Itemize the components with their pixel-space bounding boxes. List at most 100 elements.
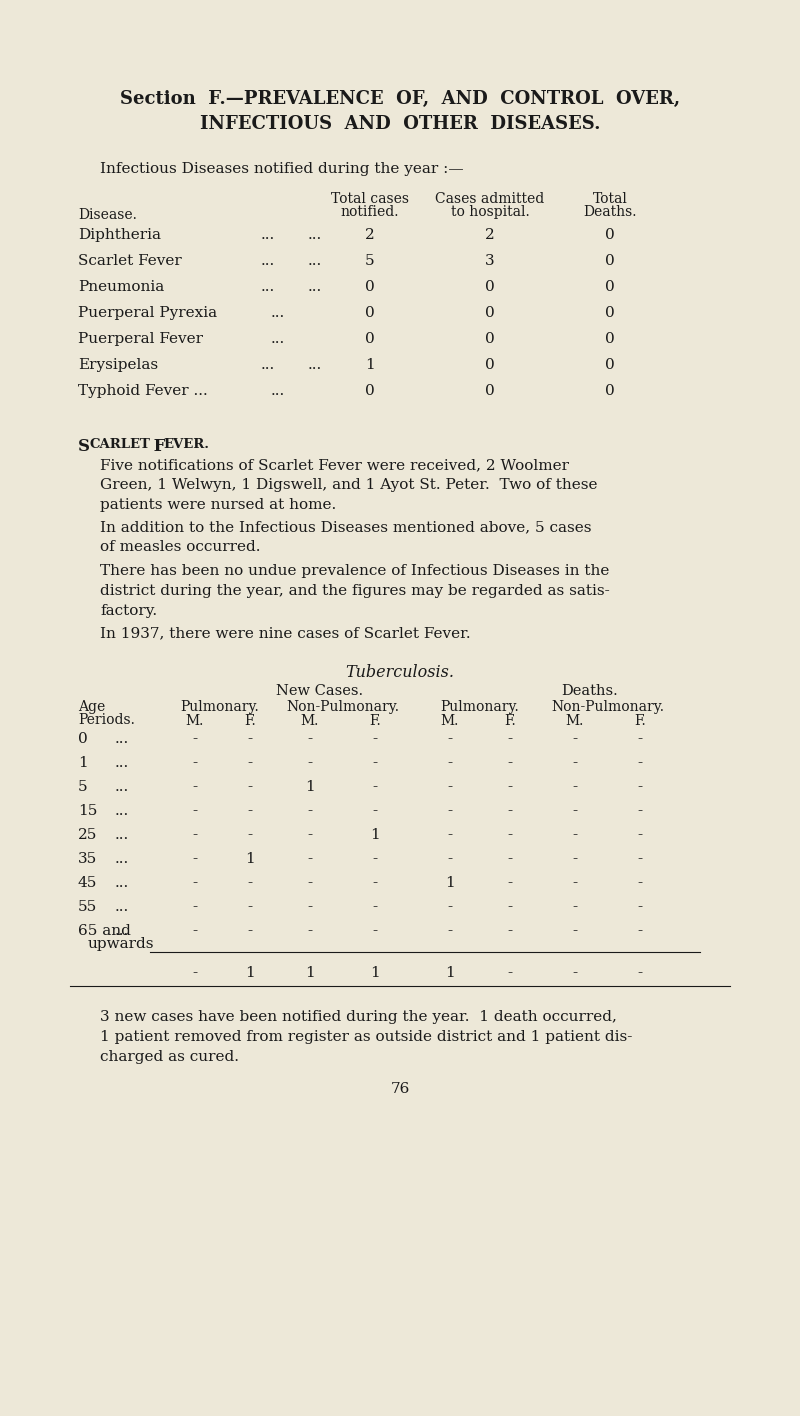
Text: 5: 5 <box>78 780 88 794</box>
Text: M.: M. <box>566 714 584 728</box>
Text: -: - <box>573 852 578 867</box>
Text: 0: 0 <box>485 306 495 320</box>
Text: F.: F. <box>634 714 646 728</box>
Text: Puerperal Pyrexia: Puerperal Pyrexia <box>78 306 217 320</box>
Text: -: - <box>638 828 642 843</box>
Text: -: - <box>507 877 513 891</box>
Text: 0: 0 <box>605 384 615 398</box>
Text: Puerperal Fever: Puerperal Fever <box>78 331 203 346</box>
Text: Pneumonia: Pneumonia <box>78 280 164 295</box>
Text: 0: 0 <box>605 358 615 372</box>
Text: -: - <box>307 756 313 770</box>
Text: 15: 15 <box>78 804 98 818</box>
Text: upwards: upwards <box>88 937 154 952</box>
Text: -: - <box>507 925 513 937</box>
Text: -: - <box>247 804 253 818</box>
Text: -: - <box>307 732 313 746</box>
Text: Deaths.: Deaths. <box>583 205 637 219</box>
Text: 0: 0 <box>365 331 375 346</box>
Text: -: - <box>507 780 513 794</box>
Text: Pulmonary.: Pulmonary. <box>441 700 519 714</box>
Text: -: - <box>447 804 453 818</box>
Text: 65 and: 65 and <box>78 925 131 937</box>
Text: -: - <box>638 732 642 746</box>
Text: -: - <box>373 852 378 867</box>
Text: ...: ... <box>308 253 322 268</box>
Text: -: - <box>307 901 313 913</box>
Text: -: - <box>507 966 513 980</box>
Text: -: - <box>307 804 313 818</box>
Text: 1: 1 <box>370 828 380 843</box>
Text: 1: 1 <box>365 358 375 372</box>
Text: Total cases: Total cases <box>331 193 409 205</box>
Text: -: - <box>373 901 378 913</box>
Text: ...: ... <box>261 253 275 268</box>
Text: 2: 2 <box>485 228 495 242</box>
Text: 0: 0 <box>605 280 615 295</box>
Text: Diphtheria: Diphtheria <box>78 228 161 242</box>
Text: -: - <box>447 756 453 770</box>
Text: 25: 25 <box>78 828 98 843</box>
Text: ...: ... <box>115 852 130 867</box>
Text: Five notifications of Scarlet Fever were received, 2 Woolmer
Green, 1 Welwyn, 1 : Five notifications of Scarlet Fever were… <box>100 457 598 513</box>
Text: ...: ... <box>115 804 130 818</box>
Text: 1: 1 <box>370 966 380 980</box>
Text: -: - <box>507 828 513 843</box>
Text: Periods.: Periods. <box>78 714 135 726</box>
Text: ...: ... <box>115 901 130 913</box>
Text: -: - <box>447 732 453 746</box>
Text: -: - <box>373 780 378 794</box>
Text: -: - <box>373 925 378 937</box>
Text: Infectious Diseases notified during the year :—: Infectious Diseases notified during the … <box>100 161 464 176</box>
Text: 0: 0 <box>365 280 375 295</box>
Text: -: - <box>447 901 453 913</box>
Text: 55: 55 <box>78 901 98 913</box>
Text: M.: M. <box>186 714 204 728</box>
Text: -: - <box>573 901 578 913</box>
Text: -: - <box>507 901 513 913</box>
Text: M.: M. <box>301 714 319 728</box>
Text: Deaths.: Deaths. <box>562 684 618 698</box>
Text: 0: 0 <box>605 306 615 320</box>
Text: ...: ... <box>308 358 322 372</box>
Text: -: - <box>447 925 453 937</box>
Text: Scarlet Fever: Scarlet Fever <box>78 253 182 268</box>
Text: -: - <box>247 901 253 913</box>
Text: -: - <box>193 780 198 794</box>
Text: -: - <box>193 877 198 891</box>
Text: Non-Pulmonary.: Non-Pulmonary. <box>551 700 665 714</box>
Text: F.: F. <box>369 714 381 728</box>
Text: -: - <box>638 877 642 891</box>
Text: Erysipelas: Erysipelas <box>78 358 158 372</box>
Text: -: - <box>193 828 198 843</box>
Text: -: - <box>447 828 453 843</box>
Text: S: S <box>78 438 90 455</box>
Text: 0: 0 <box>485 358 495 372</box>
Text: Tuberculosis.: Tuberculosis. <box>346 664 454 681</box>
Text: -: - <box>573 756 578 770</box>
Text: ...: ... <box>271 384 285 398</box>
Text: ...: ... <box>261 358 275 372</box>
Text: -: - <box>307 877 313 891</box>
Text: -: - <box>373 732 378 746</box>
Text: ...: ... <box>261 228 275 242</box>
Text: INFECTIOUS  AND  OTHER  DISEASES.: INFECTIOUS AND OTHER DISEASES. <box>200 115 600 133</box>
Text: F: F <box>148 438 166 455</box>
Text: -: - <box>193 804 198 818</box>
Text: -: - <box>573 804 578 818</box>
Text: -: - <box>307 925 313 937</box>
Text: 35: 35 <box>78 852 98 867</box>
Text: Section  F.—PREVALENCE  OF,  AND  CONTROL  OVER,: Section F.—PREVALENCE OF, AND CONTROL OV… <box>120 91 680 108</box>
Text: -: - <box>247 877 253 891</box>
Text: CARLET: CARLET <box>89 438 150 452</box>
Text: -: - <box>447 780 453 794</box>
Text: 1: 1 <box>245 852 255 867</box>
Text: -: - <box>573 966 578 980</box>
Text: -: - <box>193 966 198 980</box>
Text: Disease.: Disease. <box>78 208 137 222</box>
Text: -: - <box>573 828 578 843</box>
Text: 0: 0 <box>365 306 375 320</box>
Text: ...: ... <box>308 280 322 295</box>
Text: Pulmonary.: Pulmonary. <box>181 700 259 714</box>
Text: -: - <box>193 732 198 746</box>
